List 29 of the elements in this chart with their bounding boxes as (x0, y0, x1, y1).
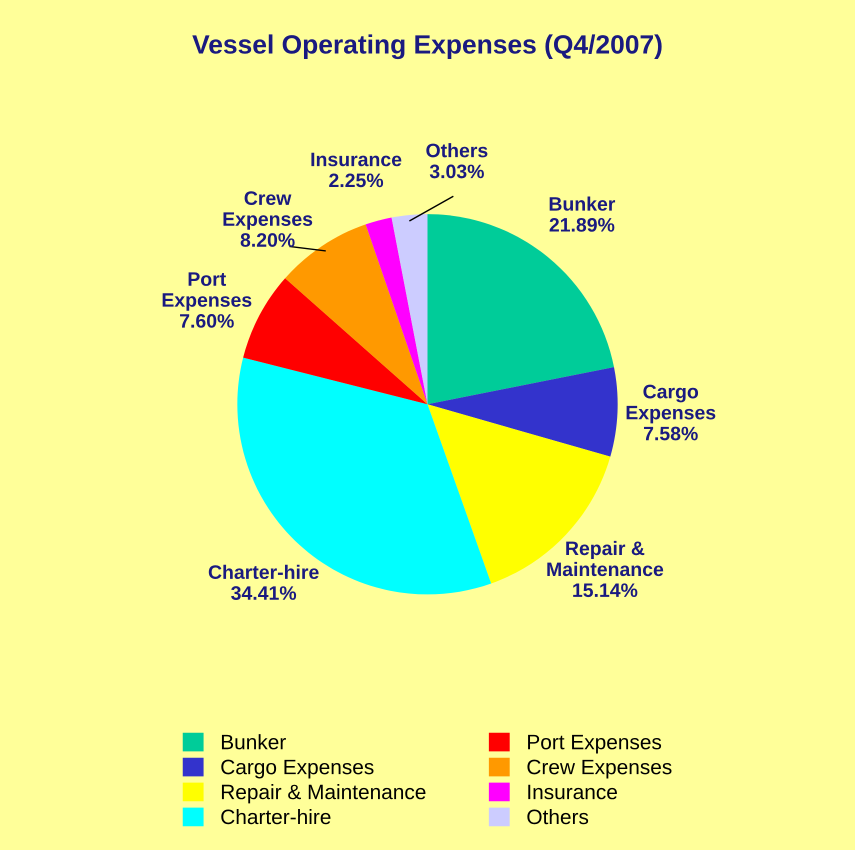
legend-label: Crew Expenses (527, 760, 672, 778)
slice-label: Others (426, 143, 488, 158)
data-label: 34.41% (231, 586, 296, 600)
data-label: 2.25% (329, 173, 384, 188)
slice-label: Crew Expenses (223, 191, 312, 230)
slice-label: Bunker (550, 196, 616, 211)
legend-label: Bunker (222, 734, 286, 750)
legend-label: Cargo Expenses (221, 760, 374, 778)
data-label: 7.60% (180, 314, 234, 328)
slice-label: Charter-hire (208, 564, 319, 580)
legend-label: Charter-hire (221, 808, 330, 824)
data-label: 15.14% (573, 583, 638, 598)
legend-label: Repair & Maintenance (222, 784, 426, 804)
legend-label: Insurance (528, 784, 617, 800)
pie-slice (366, 218, 428, 404)
data-label: 3.03% (430, 164, 484, 178)
data-label: 8.20% (240, 233, 295, 247)
legend-label: Others (527, 808, 588, 824)
data-label: 21.89% (550, 218, 614, 232)
slice-label: Port Expenses (162, 272, 252, 311)
data-label: 7.58% (644, 426, 698, 440)
slice-label: Repair & Maintenance (547, 540, 664, 576)
pie-slice (392, 214, 428, 404)
chart-title: Vessel Operating Expenses (Q4/2007) (192, 34, 662, 60)
pie-slice (428, 214, 614, 404)
pie-slice (428, 367, 618, 457)
slice-label: Insurance (311, 152, 402, 166)
legend-label: Port Expenses (528, 734, 662, 754)
slice-label: Cargo Expenses (626, 384, 716, 424)
